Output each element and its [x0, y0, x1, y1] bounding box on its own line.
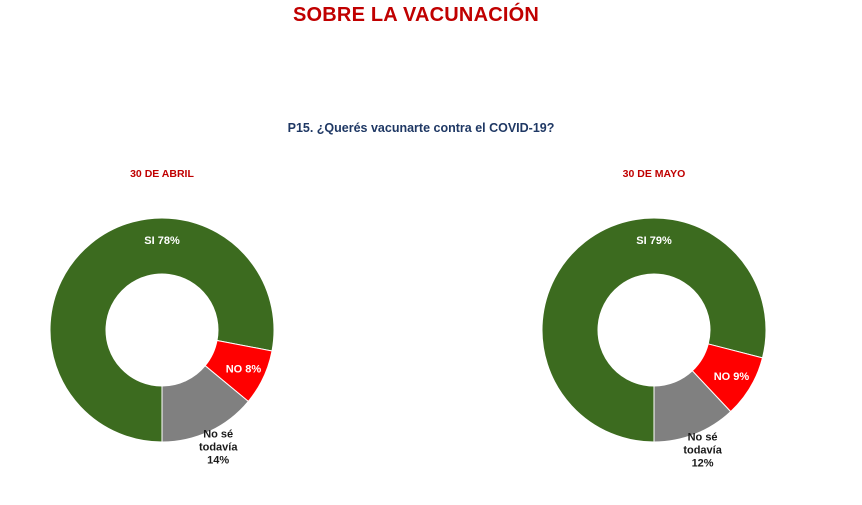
- donut-chart-abril: SI 78% NO 8% No sé todavía 14%: [49, 217, 275, 466]
- page-title: SOBRE LA VACUNACIÓN: [292, 4, 540, 26]
- slice-no-s-todav-a: [653, 370, 732, 443]
- slice-no-s-todav-a: [161, 364, 250, 443]
- slice-si: [541, 217, 767, 443]
- slice-label-si: SI 79%: [636, 235, 672, 247]
- chart-title-abril: 30 DE ABRIL: [130, 168, 194, 180]
- slice-label-no-s-todav-a: No sé todavía 14%: [199, 428, 238, 466]
- slice-label-no: NO 9%: [714, 371, 750, 383]
- question-title: P15. ¿Querés vacunarte contra el COVID-1…: [287, 121, 555, 135]
- chart-title-mayo: 30 DE MAYO: [622, 168, 686, 180]
- slice-si: [49, 217, 275, 443]
- slice-label-si: SI 78%: [144, 235, 180, 247]
- slice-label-no-s-todav-a: No sé todavía 12%: [683, 432, 722, 470]
- slice-label-no: NO 8%: [226, 363, 262, 375]
- donut-chart-mayo: SI 79% NO 9% No sé todavía 12%: [541, 217, 767, 470]
